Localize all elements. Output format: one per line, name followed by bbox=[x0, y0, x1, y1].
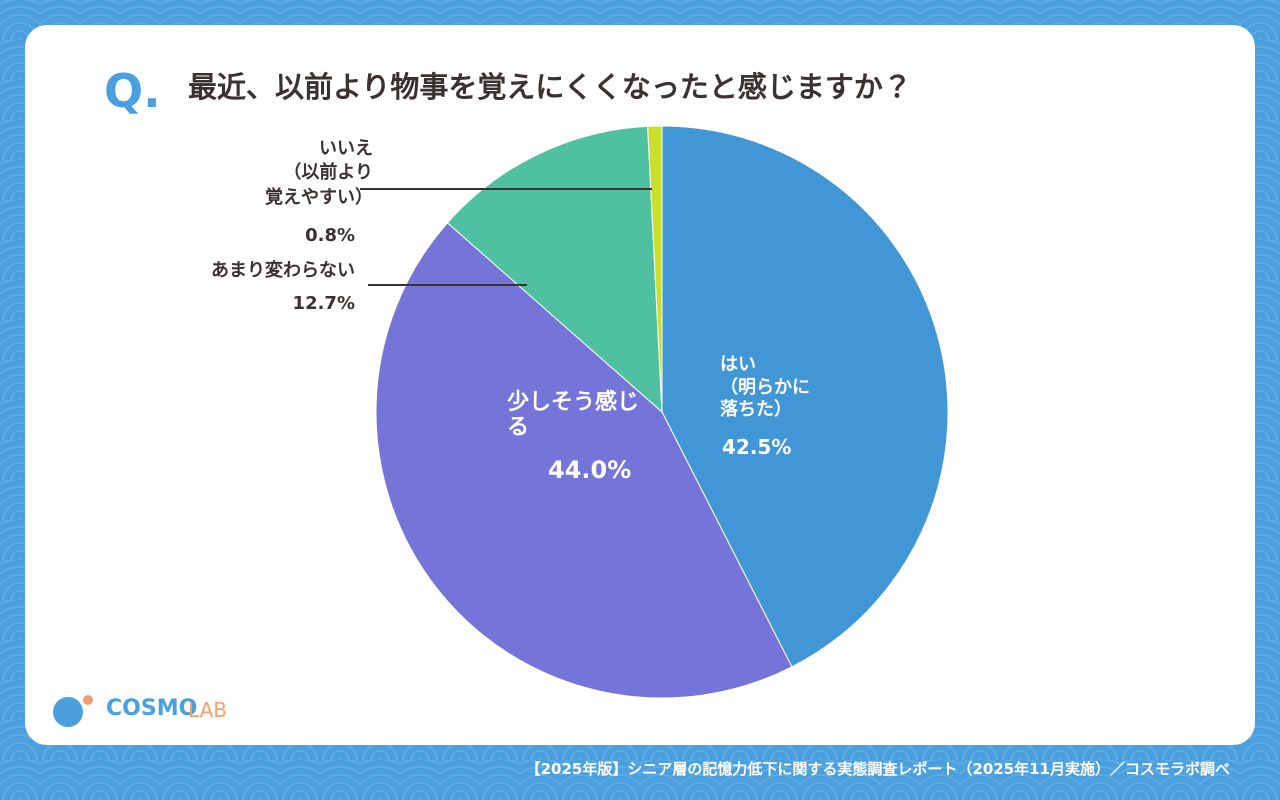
value-label: 44.0% bbox=[548, 456, 632, 484]
pie-slice bbox=[661, 125, 949, 668]
value-label: 12.7% bbox=[292, 293, 355, 314]
value-label: 0.8% bbox=[305, 225, 355, 246]
value-label: 42.5% bbox=[722, 435, 792, 459]
slice-label: はい （明らかに 落ちた） bbox=[720, 354, 810, 420]
footer-source: 【2025年版】シニア層の記憶力低下に関する実態調査レポート（2025年11月実… bbox=[525, 760, 1230, 778]
pie-slice bbox=[647, 125, 663, 413]
logo-text: COSMO bbox=[106, 696, 198, 721]
slice-label: 少しそう感じ る bbox=[507, 390, 640, 441]
q-mark: Q. bbox=[104, 64, 161, 118]
pie-slice bbox=[446, 125, 663, 414]
logo-icon bbox=[83, 695, 93, 705]
slice-label: あまり変わらない bbox=[211, 260, 355, 281]
logo-text: LAB bbox=[188, 698, 228, 722]
logo-icon bbox=[53, 697, 83, 727]
chart-title: 最近、以前より物事を覚えにくくなったと感じますか？ bbox=[188, 70, 912, 104]
pie-slice bbox=[375, 222, 793, 699]
slice-label: いいえ （以前より 覚えやすい） bbox=[265, 138, 373, 208]
